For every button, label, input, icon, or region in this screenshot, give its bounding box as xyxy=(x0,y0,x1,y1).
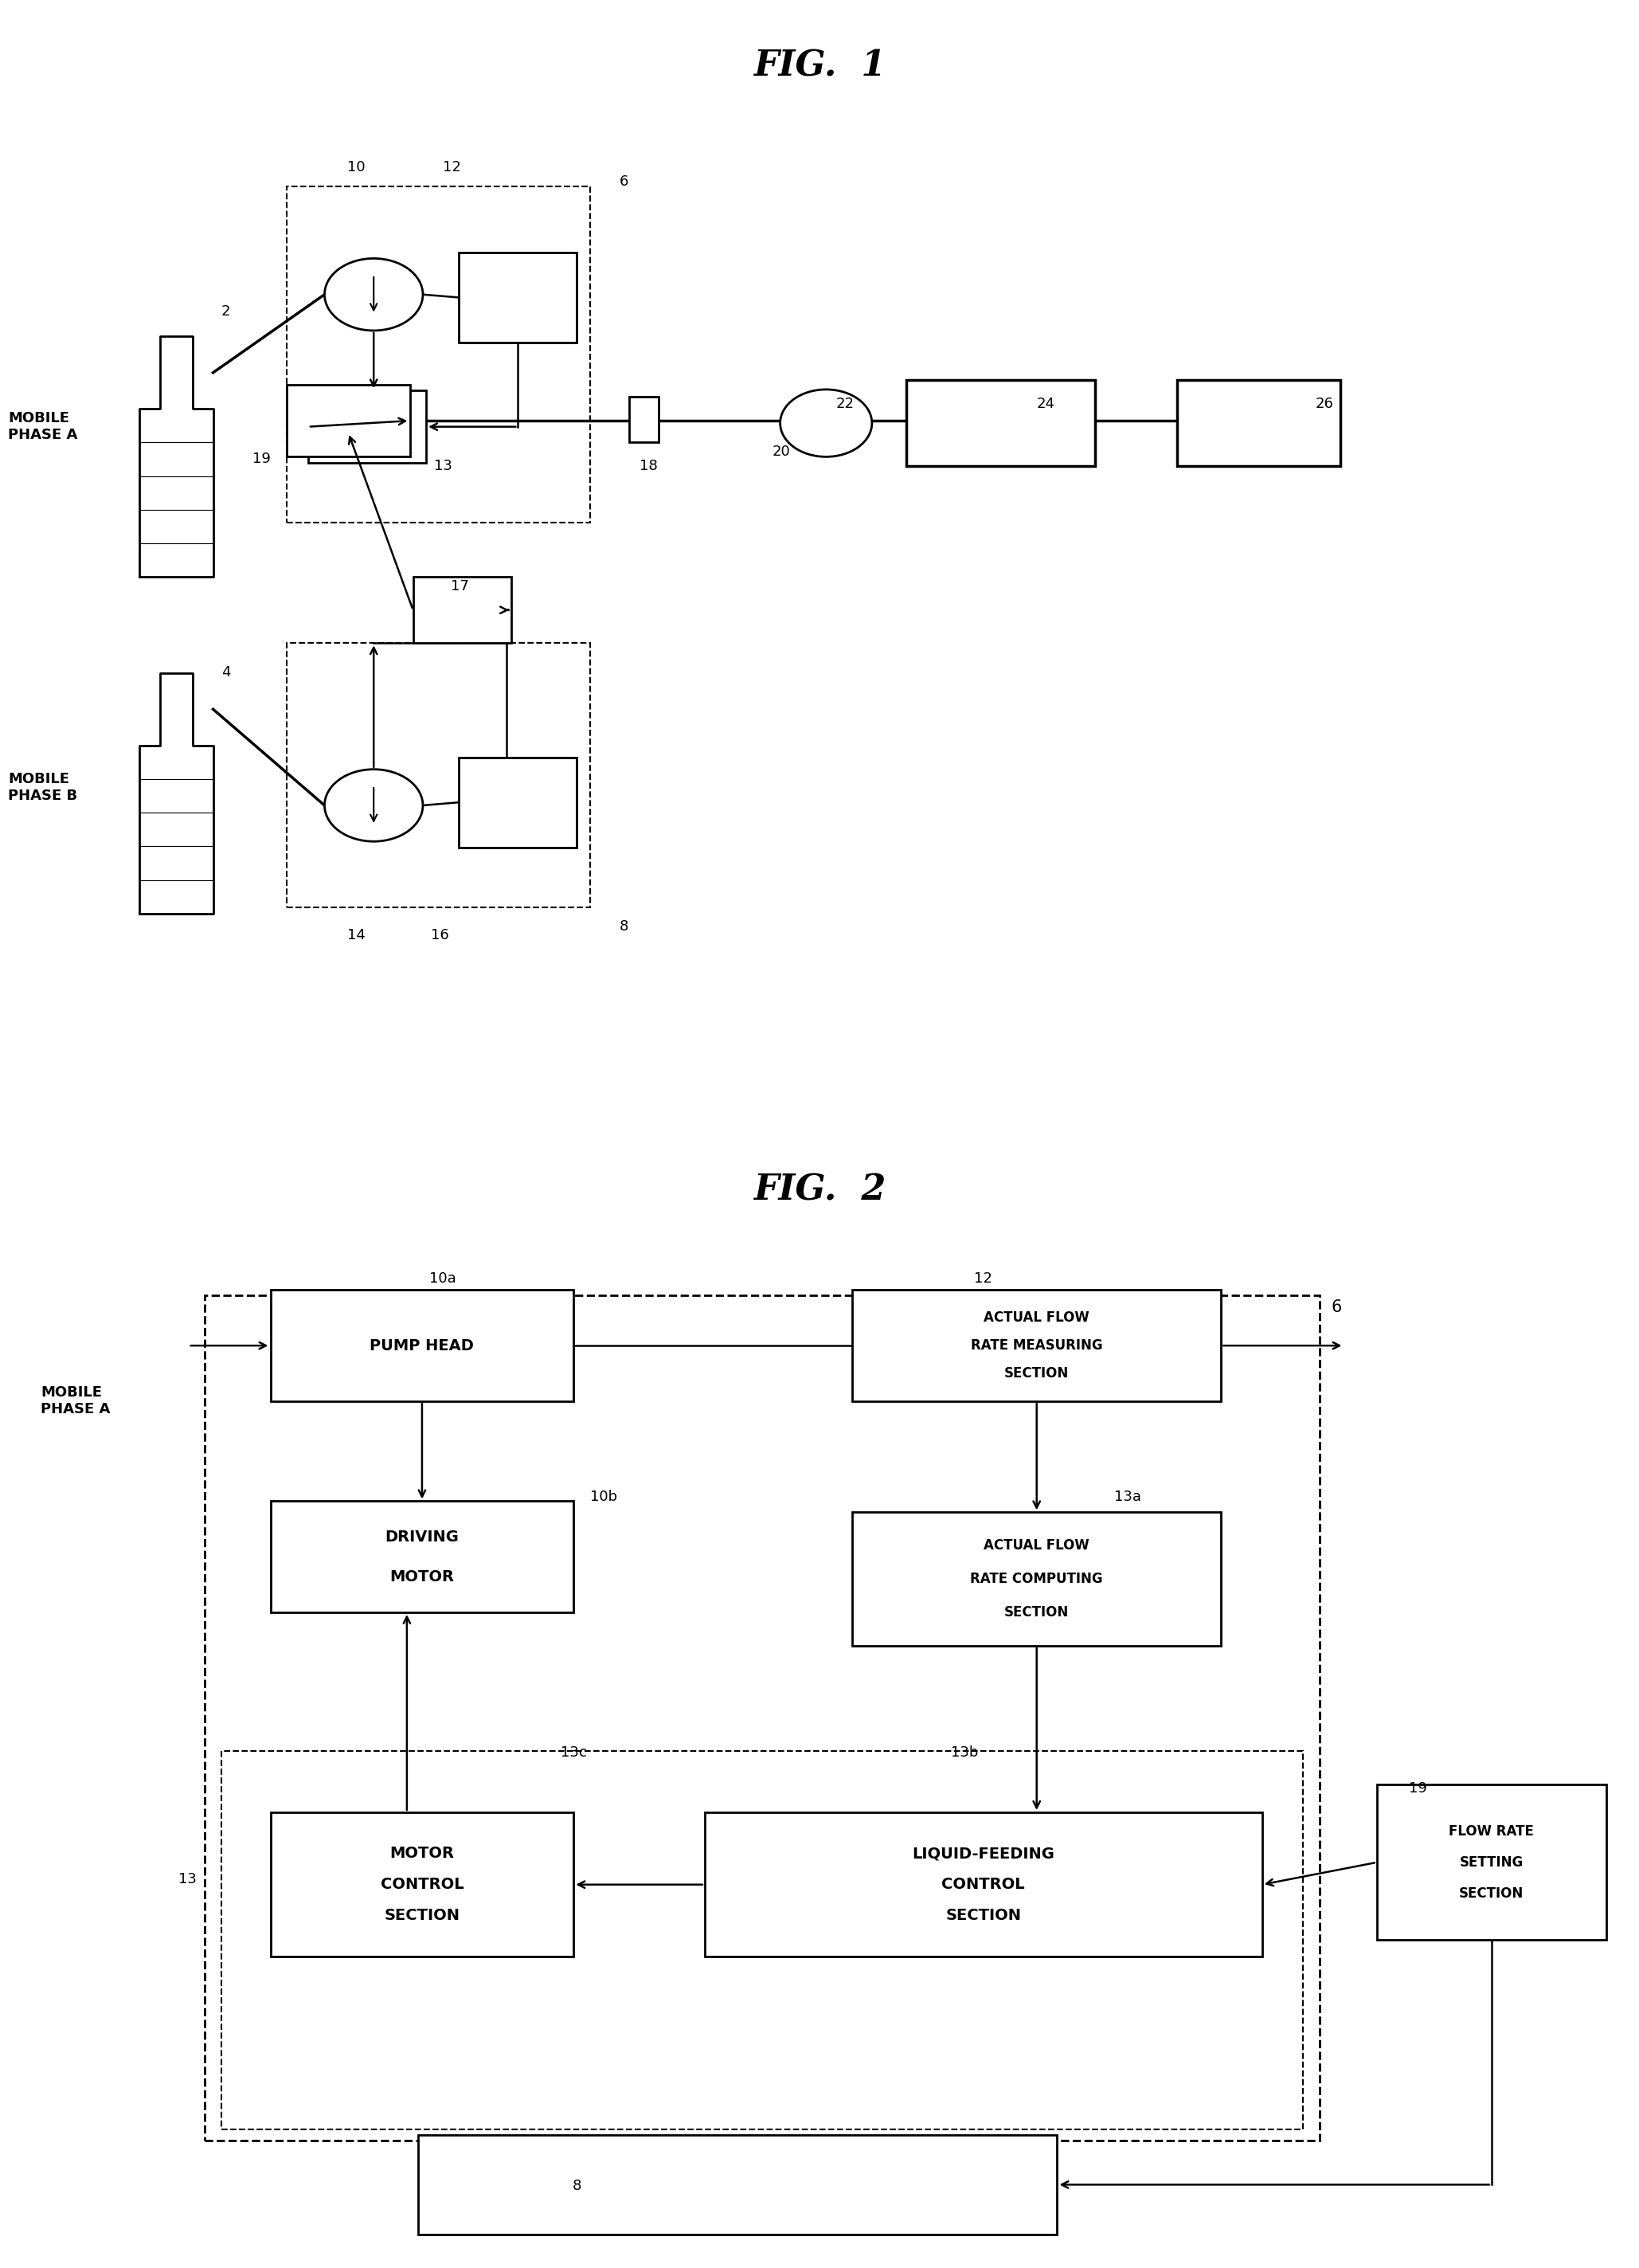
Bar xyxy=(852,1513,1221,1647)
Text: FIG.  1: FIG. 1 xyxy=(754,50,885,84)
Text: 2: 2 xyxy=(221,304,231,318)
Text: CONTROL: CONTROL xyxy=(380,1878,464,1892)
Bar xyxy=(705,1812,1262,1957)
Bar xyxy=(221,1751,1303,2130)
Bar xyxy=(459,758,577,848)
Bar xyxy=(270,1812,574,1957)
Bar xyxy=(287,386,410,456)
Text: 18: 18 xyxy=(639,458,657,474)
Bar xyxy=(418,2134,1057,2234)
Text: 12: 12 xyxy=(974,1272,993,1286)
Text: 4: 4 xyxy=(221,665,231,678)
Text: LIQUID-FEEDING: LIQUID-FEEDING xyxy=(913,1846,1054,1862)
Bar xyxy=(205,1295,1319,2141)
Text: 13b: 13b xyxy=(951,1746,978,1760)
Text: 8: 8 xyxy=(620,919,629,934)
Text: SECTION: SECTION xyxy=(1005,1606,1069,1619)
Text: SETTING: SETTING xyxy=(1460,1855,1523,1869)
Text: CONTROL: CONTROL xyxy=(942,1878,1024,1892)
Bar xyxy=(287,644,590,907)
Text: MOBILE
PHASE A: MOBILE PHASE A xyxy=(8,411,77,442)
Text: PUMP HEAD: PUMP HEAD xyxy=(370,1338,474,1354)
Text: 10b: 10b xyxy=(590,1490,618,1504)
Text: 14: 14 xyxy=(347,928,365,941)
Text: MOBILE
PHASE B: MOBILE PHASE B xyxy=(8,771,77,803)
Text: ACTUAL FLOW: ACTUAL FLOW xyxy=(983,1538,1090,1554)
Text: 13c: 13c xyxy=(561,1746,587,1760)
Bar xyxy=(287,186,590,524)
Text: FIG.  2: FIG. 2 xyxy=(754,1173,885,1207)
Text: 20: 20 xyxy=(772,445,790,458)
Text: SECTION: SECTION xyxy=(384,1907,461,1923)
Bar xyxy=(629,397,659,442)
Text: SECTION: SECTION xyxy=(1005,1365,1069,1381)
Text: RATE MEASURING: RATE MEASURING xyxy=(970,1338,1103,1352)
Bar xyxy=(1177,379,1341,467)
Text: 13a: 13a xyxy=(1115,1490,1142,1504)
Bar xyxy=(270,1290,574,1402)
Bar xyxy=(852,1290,1221,1402)
Text: FLOW RATE: FLOW RATE xyxy=(1449,1823,1534,1839)
Text: 13: 13 xyxy=(179,1871,197,1887)
Text: 6: 6 xyxy=(1331,1300,1341,1315)
Text: 19: 19 xyxy=(1408,1780,1428,1796)
Text: MOTOR: MOTOR xyxy=(390,1846,454,1862)
Circle shape xyxy=(325,259,423,331)
Text: 16: 16 xyxy=(431,928,449,941)
Text: MOTOR: MOTOR xyxy=(390,1569,454,1585)
Text: 12: 12 xyxy=(443,161,461,175)
Text: SECTION: SECTION xyxy=(946,1907,1021,1923)
Circle shape xyxy=(780,390,872,456)
Text: 17: 17 xyxy=(451,578,469,594)
Text: MOBILE
PHASE A: MOBILE PHASE A xyxy=(41,1386,110,1418)
Text: 10: 10 xyxy=(347,161,365,175)
Text: RATE COMPUTING: RATE COMPUTING xyxy=(970,1572,1103,1585)
Bar xyxy=(308,390,426,463)
Bar xyxy=(270,1501,574,1613)
Circle shape xyxy=(325,769,423,841)
Text: 22: 22 xyxy=(836,397,854,411)
Text: 10a: 10a xyxy=(429,1272,456,1286)
Text: DRIVING: DRIVING xyxy=(385,1529,459,1545)
Text: 26: 26 xyxy=(1314,397,1334,411)
Text: SECTION: SECTION xyxy=(1459,1887,1524,1901)
Text: 19: 19 xyxy=(252,451,270,467)
Text: 24: 24 xyxy=(1036,397,1056,411)
Text: ACTUAL FLOW: ACTUAL FLOW xyxy=(983,1311,1090,1325)
Text: 8: 8 xyxy=(572,2180,582,2193)
Bar xyxy=(1377,1785,1606,1939)
Text: 13: 13 xyxy=(434,458,452,474)
Bar xyxy=(413,576,511,644)
Text: 6: 6 xyxy=(620,175,629,188)
Bar xyxy=(459,252,577,342)
Bar xyxy=(906,379,1095,467)
